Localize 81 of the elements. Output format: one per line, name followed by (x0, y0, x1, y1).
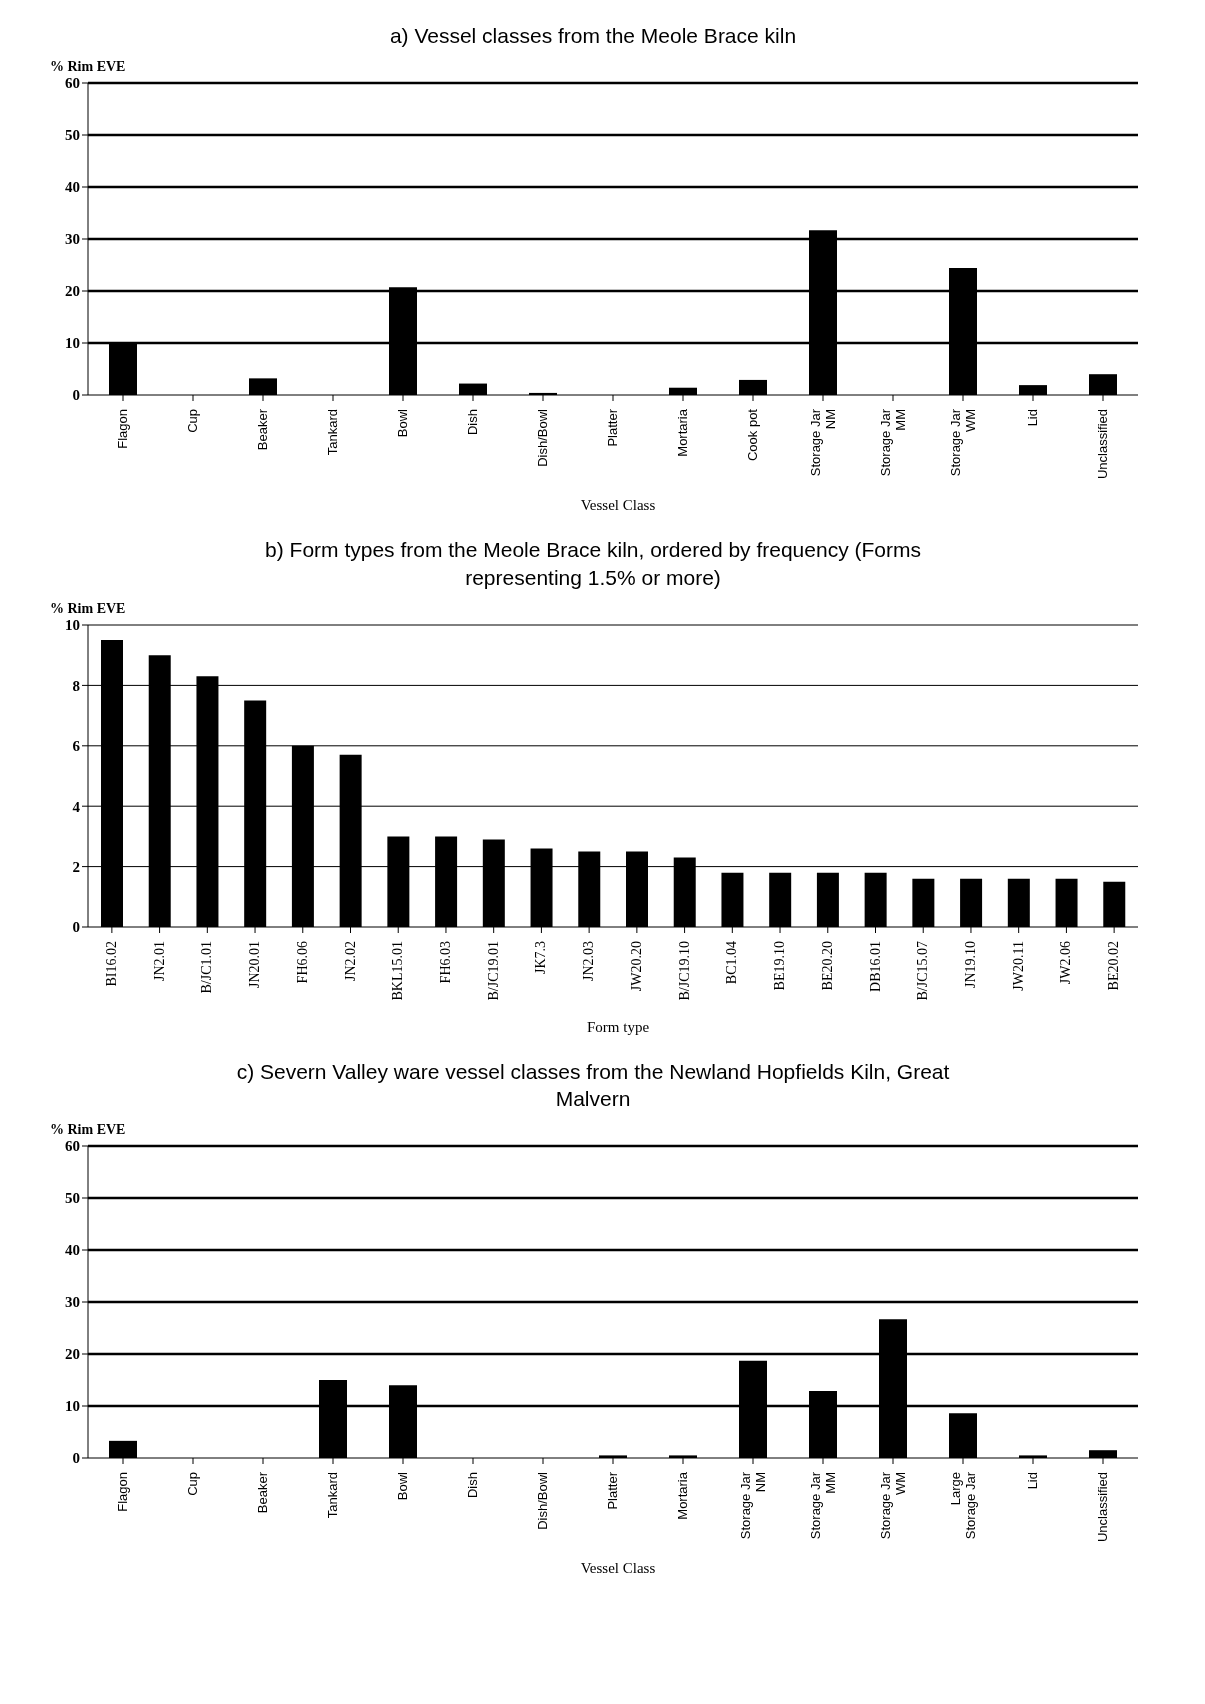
x-tick-label: Mortaria (675, 1471, 690, 1521)
x-tick-label: BE20.20 (819, 940, 835, 991)
y-tick-label: 10 (65, 617, 80, 634)
y-tick-label: 6 (72, 738, 81, 755)
x-tick-label: Lid (1025, 409, 1040, 427)
y-tick-label: 10 (65, 335, 80, 352)
x-axis-title: Form type (585, 1018, 651, 1036)
chart-title: a) Vessel classes from the Meole Brace kiln (388, 23, 798, 49)
x-axis-title: Vessel Class (579, 497, 657, 515)
y-tick-label: 20 (65, 1346, 80, 1363)
x-tick-label: BKL15.01 (390, 940, 406, 1001)
x-tick-label: Storage Jar WM (947, 408, 978, 477)
y-axis-title: % Rim EVE (50, 59, 127, 76)
x-tick-label: Unclassified (1095, 1472, 1110, 1543)
y-tick-label: 30 (65, 231, 80, 248)
x-tick-label: Flagon (115, 1472, 130, 1513)
x-tick-label: Storage Jar WM (877, 1471, 908, 1540)
x-tick-label: Lid (1025, 1472, 1040, 1490)
x-tick-label: JN2.02 (342, 940, 358, 981)
y-tick-label: 60 (65, 1138, 80, 1155)
x-tick-label: JK7.3 (533, 940, 549, 974)
x-tick-label: Beaker (255, 1471, 270, 1514)
x-tick-label: BE20.02 (1106, 940, 1122, 991)
y-tick-label: 50 (65, 1190, 80, 1207)
x-tick-label: Bowl (395, 1472, 410, 1501)
x-tick-label: JW2.06 (1058, 940, 1074, 985)
y-tick-label: 40 (65, 1242, 80, 1259)
x-tick-label: Cup (185, 409, 200, 434)
x-tick-label: JN2.03 (581, 940, 597, 981)
y-tick-label: 10 (65, 1398, 80, 1415)
y-tick-label: 50 (65, 127, 80, 144)
x-tick-label: Storage Jar NM (737, 1471, 768, 1540)
x-tick-label: Flagon (115, 409, 130, 450)
x-tick-label: DB16.01 (867, 940, 883, 992)
x-tick-label: Dish (465, 409, 480, 436)
x-tick-label: JN2.01 (151, 940, 167, 981)
y-axis-title: % Rim EVE (50, 600, 127, 617)
x-tick-label: B/JC1.01 (199, 940, 215, 994)
y-tick-label: 4 (72, 798, 81, 815)
x-tick-label: B/JC19.01 (485, 940, 501, 1001)
x-tick-label: JW20.20 (628, 940, 644, 992)
x-tick-label: B/JC19.10 (676, 940, 692, 1001)
x-tick-label: Bowl (395, 409, 410, 438)
x-tick-label: BC1.04 (724, 940, 740, 985)
y-tick-label: 2 (72, 858, 80, 875)
x-tick-label: Mortaria (675, 408, 690, 457)
x-tick-label: B/JC15.07 (915, 940, 931, 1001)
x-tick-label: FH6.06 (294, 940, 310, 984)
x-tick-label: Platter (605, 408, 620, 447)
x-tick-label: FH6.03 (437, 940, 453, 984)
y-tick-label: 8 (72, 677, 80, 694)
x-tick-label: Dish/Bowl (535, 409, 550, 468)
x-tick-label: Platter (605, 1471, 620, 1511)
x-tick-label: Storage Jar MM (807, 1471, 838, 1540)
x-tick-label: Storage Jar MM (877, 408, 908, 477)
x-tick-label: Tankard (325, 409, 340, 456)
x-tick-label: Large Storage Jar (947, 1471, 978, 1540)
x-axis-title: Vessel Class (579, 1560, 657, 1578)
y-axis-title: % Rim EVE (50, 1122, 127, 1139)
x-tick-label: Dish (465, 1472, 480, 1499)
x-tick-label: Beaker (255, 408, 270, 451)
x-tick-label: BE19.10 (772, 940, 788, 991)
x-tick-label: Unclassified (1095, 409, 1110, 480)
x-tick-label: BI16.02 (103, 940, 119, 987)
y-tick-label: 40 (65, 179, 80, 196)
y-tick-label: 0 (72, 919, 80, 936)
x-tick-label: JN19.10 (962, 940, 978, 988)
x-tick-label: Storage Jar NM (807, 408, 838, 477)
x-tick-label: JN20.01 (247, 940, 263, 988)
x-tick-label: Dish/Bowl (535, 1472, 550, 1531)
y-tick-label: 60 (65, 75, 80, 92)
y-tick-label: 20 (65, 283, 80, 300)
chart-title: c) Severn Valley ware vessel classes from the Newland Hopfields Kiln, Great Malvern (235, 1058, 951, 1113)
y-tick-label: 0 (72, 387, 80, 404)
y-tick-label: 30 (65, 1294, 80, 1311)
x-tick-label: Cook pot (745, 408, 760, 462)
x-tick-label: JW20.11 (1010, 940, 1026, 991)
y-tick-label: 0 (72, 1450, 80, 1467)
x-tick-label: Cup (185, 1472, 200, 1497)
x-tick-label: Tankard (325, 1472, 340, 1519)
chart-title: b) Form types from the Meole Brace kiln, ordered by frequency (Forms representing 1.5% or more) (264, 537, 922, 591)
